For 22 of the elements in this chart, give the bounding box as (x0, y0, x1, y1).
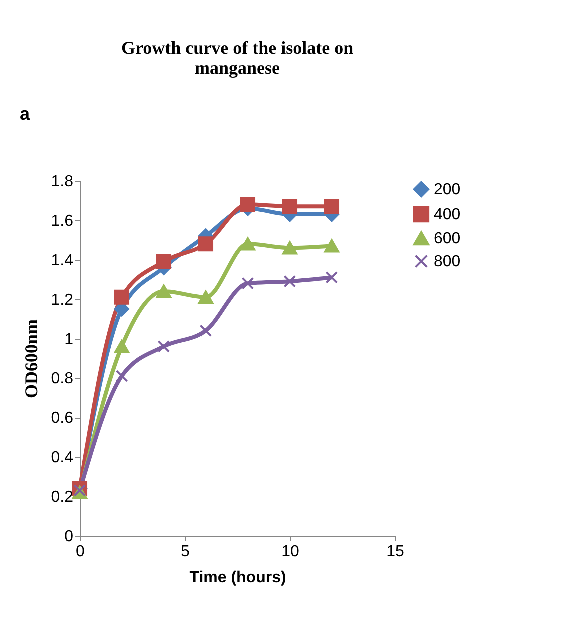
x-axis-title: Time (hours) (190, 570, 286, 586)
y-tick-label: 1 (64, 331, 74, 348)
legend-label: 200 (434, 182, 461, 198)
y-tick-label: 1.4 (51, 252, 74, 270)
legend-label: 600 (434, 230, 461, 248)
y-tick-label: 0.8 (51, 370, 74, 388)
x-tick-label: 5 (181, 544, 190, 560)
y-tick-label: 1.6 (51, 212, 74, 230)
legend-label: 400 (434, 206, 461, 224)
y-tick-label: 0.4 (51, 450, 74, 467)
y-tick-label: 1.8 (51, 174, 74, 190)
x-tick-label: 15 (386, 544, 404, 560)
x-tick-label: 10 (282, 544, 300, 560)
text: a (20, 104, 31, 124)
y-tick-label: 0.2 (51, 489, 74, 506)
y-tick-label: 0 (64, 528, 74, 546)
x-tick-label: 0 (76, 544, 86, 560)
y-axis-title: OD600nm (21, 319, 42, 399)
legend-label: 800 (434, 254, 461, 270)
chart-title: Growth curve of the isolate on manganese (121, 38, 354, 78)
y-tick-label: 0.6 (51, 410, 74, 428)
y-tick-label: 1.2 (51, 292, 74, 309)
